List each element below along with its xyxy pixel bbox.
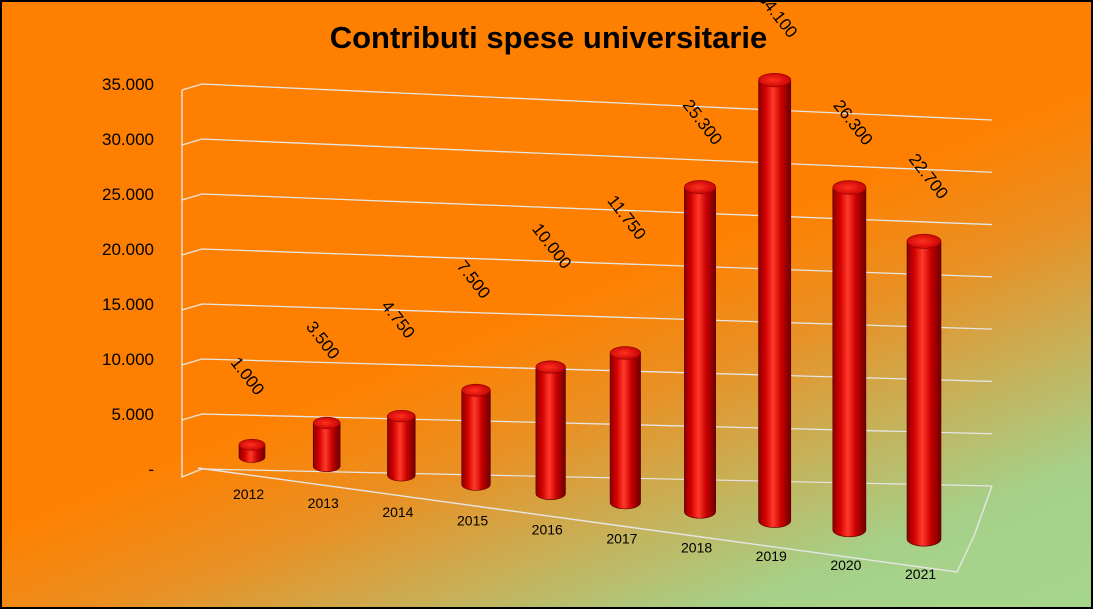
- bar: [758, 72, 792, 528]
- y-tick-label: 30.000: [102, 130, 154, 149]
- bar: [684, 180, 716, 519]
- y-tick-label: -: [148, 460, 154, 479]
- chart-title: Contributi spese universitarie: [329, 20, 768, 55]
- x-axis-ticks: 2012 2013 2014 2015 2016 2017 2018 2019 2020 2021: [233, 486, 936, 582]
- x-tick-label: 2015: [457, 513, 488, 529]
- x-tick-label: 2014: [382, 504, 413, 520]
- y-axis-line: [181, 90, 203, 479]
- data-label: 22.700: [905, 150, 952, 203]
- y-tick-label: 20.000: [102, 240, 154, 259]
- data-label: 7.500: [453, 257, 494, 302]
- bar: [312, 416, 341, 473]
- x-tick-label: 2017: [606, 530, 637, 546]
- bar: [609, 346, 641, 510]
- gridline: [181, 193, 993, 226]
- gridline: [181, 303, 993, 330]
- x-tick-label: 2016: [532, 522, 563, 538]
- x-axis-line: [201, 468, 993, 487]
- data-label: 11.750: [604, 192, 650, 244]
- gridline: [181, 413, 993, 435]
- data-label: 10.000: [528, 220, 575, 273]
- data-label: 34.100: [754, 2, 801, 41]
- x-tick-label: 2021: [905, 566, 936, 582]
- y-tick-label: 25.000: [102, 185, 154, 204]
- floor-outline: [197, 467, 993, 573]
- gridline: [181, 248, 993, 278]
- y-axis-ticks: - 5.000 10.000 15.000 20.000 25.000 30.000 35.0…: [102, 75, 154, 479]
- bar: [832, 180, 867, 538]
- x-tick-label: 2012: [233, 486, 264, 502]
- x-tick-label: 2013: [308, 495, 339, 511]
- data-label: 25.300: [679, 96, 726, 149]
- gridline: [181, 138, 993, 173]
- data-label: 3.500: [302, 318, 343, 363]
- data-label: 4.750: [378, 297, 419, 342]
- x-tick-label: 2020: [830, 557, 861, 573]
- bar: [238, 438, 266, 463]
- y-tick-label: 15.000: [102, 295, 154, 314]
- bar: [535, 360, 566, 500]
- y-tick-label: 10.000: [102, 350, 154, 369]
- bar: [387, 409, 416, 482]
- bar: [906, 233, 942, 547]
- gridlines: [181, 83, 993, 435]
- y-tick-label: 35.000: [102, 75, 154, 94]
- y-tick-label: 5.000: [111, 405, 154, 424]
- bars: [238, 72, 942, 547]
- x-tick-label: 2019: [756, 548, 787, 564]
- gridline: [181, 83, 993, 121]
- x-tick-label: 2018: [681, 539, 712, 555]
- bar: [461, 383, 491, 491]
- data-label: 26.300: [830, 96, 877, 149]
- gridline: [181, 358, 993, 383]
